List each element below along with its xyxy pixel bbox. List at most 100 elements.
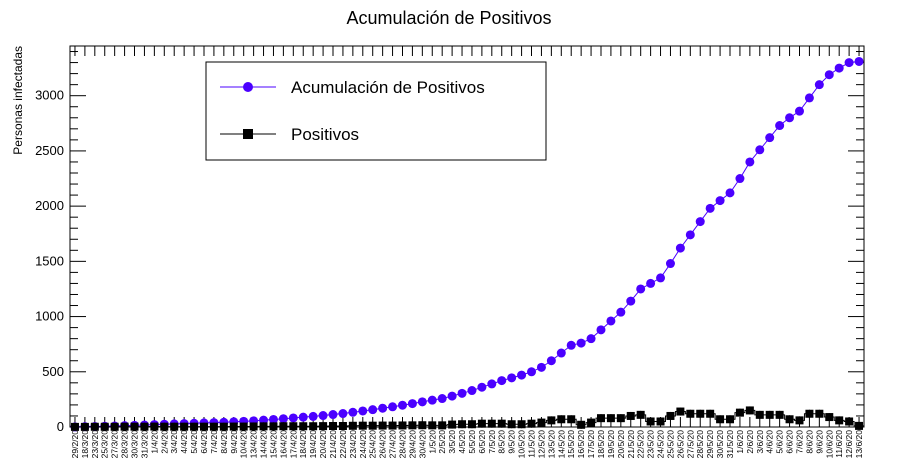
- x-tick-label: 13/6/20: [854, 430, 864, 459]
- data-point: [308, 411, 318, 421]
- x-tick-label: 21/4/20: [328, 430, 338, 459]
- data-point: [319, 422, 328, 431]
- data-point: [715, 196, 725, 206]
- data-point: [636, 284, 646, 294]
- x-tick-label: 1/6/20: [735, 430, 745, 454]
- plot-series: [70, 56, 864, 432]
- x-tick-label: 15/5/20: [566, 430, 576, 459]
- series-outline-daily: [70, 409, 864, 428]
- data-point: [566, 340, 576, 350]
- data-point: [726, 415, 735, 424]
- x-tick-label: 21/5/20: [626, 430, 636, 459]
- data-point: [418, 421, 427, 430]
- x-tick-label: 23/4/20: [348, 430, 358, 459]
- x-tick-label: 27/4/20: [388, 430, 398, 459]
- x-tick-label: 22/5/20: [636, 430, 646, 459]
- x-tick-label: 28/5/20: [695, 430, 705, 459]
- data-point: [487, 419, 496, 428]
- data-point: [547, 416, 556, 425]
- data-point: [805, 409, 814, 418]
- data-point: [656, 273, 666, 283]
- x-tick-label: 26/4/20: [378, 430, 388, 459]
- data-point: [577, 420, 586, 429]
- x-tick-label: 14/5/20: [556, 430, 566, 459]
- x-tick-label: 23/3/20: [90, 430, 100, 459]
- x-tick-label: 7/4/20: [209, 430, 219, 454]
- x-tick-label: 18/4/20: [298, 430, 308, 459]
- data-point: [170, 422, 179, 431]
- x-tick-label: 23/5/20: [646, 430, 656, 459]
- data-point: [477, 382, 487, 392]
- x-tick-label: 20/5/20: [616, 430, 626, 459]
- data-point: [705, 203, 715, 213]
- data-point: [537, 418, 546, 427]
- x-tick-label: 31/5/20: [725, 430, 735, 459]
- data-point: [735, 174, 745, 184]
- data-point: [417, 397, 427, 407]
- x-tick-label: 16/5/20: [576, 430, 586, 459]
- data-point: [477, 419, 486, 428]
- x-tick-label: 25/3/20: [100, 430, 110, 459]
- series-daily: [70, 406, 864, 431]
- data-point: [824, 70, 834, 80]
- data-point: [448, 420, 457, 429]
- legend-marker-cumulative: [243, 82, 253, 92]
- data-point: [586, 334, 596, 344]
- data-point: [457, 388, 467, 398]
- data-point: [358, 406, 368, 416]
- data-point: [745, 157, 755, 167]
- x-tick-label: 30/5/20: [715, 430, 725, 459]
- x-tick-label: 20/4/20: [318, 430, 328, 459]
- x-tick-label: 29/4/20: [407, 430, 417, 459]
- data-point: [775, 410, 784, 419]
- data-point: [447, 391, 457, 401]
- data-point: [120, 422, 129, 431]
- data-point: [567, 415, 576, 424]
- data-point: [289, 422, 298, 431]
- data-point: [626, 296, 636, 306]
- data-point: [656, 417, 665, 426]
- x-tick-label: 6/5/20: [477, 430, 487, 454]
- y-tick-label: 1500: [35, 253, 64, 268]
- y-axis-label: Personas infectadas: [11, 46, 25, 155]
- data-point: [834, 63, 844, 73]
- chart-title: Acumulación de Positivos: [346, 8, 551, 28]
- x-tick-label: 27/3/20: [110, 430, 120, 459]
- legend-label-cumulative: Acumulación de Positivos: [291, 78, 485, 97]
- data-point: [278, 414, 288, 424]
- legend-marker-daily: [243, 129, 253, 139]
- x-tick-label: 30/3/20: [130, 430, 140, 459]
- data-point: [596, 325, 606, 335]
- x-tick-label: 27/5/20: [685, 430, 695, 459]
- x-tick-label: 11/6/20: [834, 430, 844, 458]
- plot-frame: [69, 45, 865, 428]
- data-point: [199, 422, 208, 431]
- x-tick-label: 17/4/20: [288, 430, 298, 459]
- data-point: [755, 145, 765, 155]
- y-tick-label: 2500: [35, 143, 64, 158]
- data-point: [794, 106, 804, 116]
- data-point: [616, 307, 626, 317]
- x-tick-label: 25/4/20: [368, 430, 378, 459]
- x-tick-label: 3/5/20: [447, 430, 457, 454]
- data-point: [765, 133, 775, 143]
- data-point: [268, 414, 278, 424]
- data-point: [467, 386, 477, 396]
- x-tick-label: 11/5/20: [527, 430, 537, 458]
- x-tick-label: 10/4/20: [239, 430, 249, 459]
- x-tick-label: 24/5/20: [656, 430, 666, 459]
- data-point: [299, 422, 308, 431]
- x-tick-label: 10/5/20: [517, 430, 527, 459]
- x-tick-label: 2/4/20: [159, 430, 169, 454]
- data-point: [556, 348, 566, 358]
- data-point: [527, 419, 536, 428]
- data-point: [606, 414, 615, 423]
- data-point: [229, 422, 238, 431]
- x-tick-label: 19/4/20: [308, 430, 318, 459]
- data-point: [596, 414, 605, 423]
- x-tick-label: 12/6/20: [844, 430, 854, 459]
- data-point: [458, 420, 467, 429]
- data-point: [745, 406, 754, 415]
- x-tick-label: 19/5/20: [606, 430, 616, 459]
- data-point: [765, 410, 774, 419]
